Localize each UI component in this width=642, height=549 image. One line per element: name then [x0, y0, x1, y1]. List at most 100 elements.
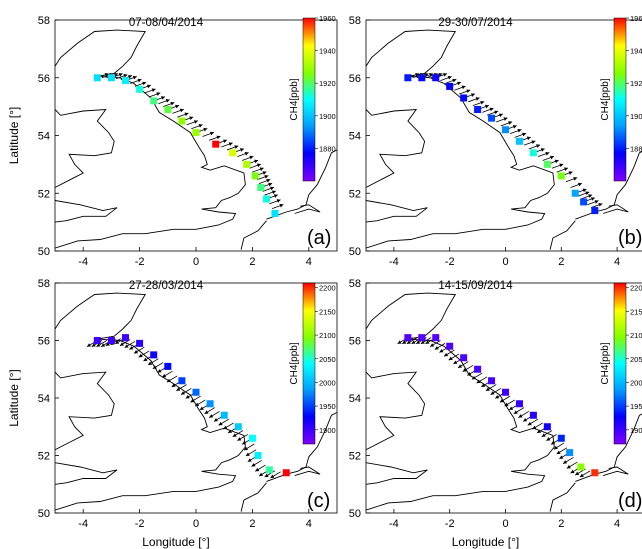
x-tick-label: 0 [502, 518, 508, 530]
ch4-point [220, 411, 228, 419]
ch4-point [271, 209, 279, 217]
wind-arrowhead [276, 199, 281, 203]
wind-arrowhead [184, 112, 189, 117]
x-tick-label: -4 [389, 256, 399, 268]
wind-arrowhead [447, 75, 452, 80]
x-tick-label: -4 [78, 518, 88, 530]
x-tick-label: 4 [306, 256, 312, 268]
ch4-point [404, 74, 412, 82]
wind-arrowhead [91, 343, 96, 347]
wind-arrowhead [470, 93, 475, 97]
x-tick-label: -2 [135, 518, 145, 530]
coastline [602, 466, 629, 477]
wind-arrowhead [216, 135, 221, 140]
wind-arrowhead [462, 368, 467, 372]
wind-arrowhead [270, 186, 275, 191]
ch4-point [178, 117, 186, 125]
ch4-point [136, 85, 144, 93]
x-tick-label: 0 [502, 256, 508, 268]
coastline [575, 150, 642, 220]
panel-label: (a) [307, 227, 331, 249]
wind-arrowhead [553, 445, 558, 450]
wind-arrowhead [218, 421, 223, 426]
wind-arrowhead [262, 171, 267, 175]
wind-arrowhead [541, 433, 546, 437]
wind-arrowhead [503, 117, 508, 121]
wind-arrowhead [143, 357, 148, 362]
wind-arrowhead [536, 144, 541, 148]
coastline [366, 29, 555, 249]
wind-arrowhead [271, 190, 276, 195]
ch4-point [460, 354, 468, 362]
ch4-point [460, 94, 468, 102]
ch4-point [282, 469, 290, 477]
wind-arrowhead [203, 127, 208, 132]
colorbar-tick-label: 1880 [630, 144, 642, 153]
colorbar-tick-label: 1920 [319, 79, 336, 88]
wind-arrowhead [87, 343, 92, 347]
wind-arrowhead [598, 202, 603, 207]
wind-arrowhead [162, 373, 167, 378]
colorbar-tick-label: 2200 [319, 284, 336, 293]
wind-arrowhead [189, 116, 194, 120]
colorbar-tick-label: 1940 [630, 47, 642, 56]
colorbar-tick-label: 2150 [630, 307, 642, 316]
wind-arrowhead [546, 437, 551, 441]
panel-c: -4 -2 0 2 4 50 52 54 56 58 27-28/03/2014 (c) 1900 195… [7, 278, 338, 549]
ch4-point [150, 97, 158, 105]
y-tick-label: 58 [349, 15, 361, 27]
y-tick-label: 54 [349, 393, 361, 405]
wind-arrowhead [509, 406, 514, 410]
wind-arrowhead [575, 471, 580, 476]
ch4-point [432, 74, 440, 82]
wind-arrowhead [444, 352, 449, 357]
ch4-point [557, 172, 565, 180]
map-area [55, 292, 337, 512]
wind-arrowhead [458, 364, 463, 368]
wind-arrowhead [499, 398, 504, 403]
wind-arrowhead [443, 73, 448, 77]
wind-arrowhead [244, 151, 249, 156]
y-tick-label: 50 [349, 246, 361, 258]
coastline [294, 466, 321, 477]
ch4-point [212, 140, 220, 148]
wind-arrowhead [254, 159, 259, 164]
y-axis-label: Latitude [°] [7, 369, 21, 427]
ch4-point [529, 149, 537, 157]
wind-arrowhead [166, 378, 171, 383]
ch4-point [543, 160, 551, 168]
panel-title: 14-15/09/2014 [438, 280, 513, 292]
wind-arrowhead [438, 73, 443, 77]
x-tick-label: -2 [135, 256, 145, 268]
wind-arrowhead [439, 348, 444, 353]
wind-arrowhead [461, 85, 466, 90]
wind-arrowhead [532, 425, 537, 430]
wind-arrowhead [550, 155, 554, 160]
wind-arrowhead [415, 73, 420, 77]
wind-arrowhead [406, 340, 411, 344]
wind-arrowhead [270, 474, 275, 478]
x-tick-label: -4 [78, 256, 88, 268]
ch4-point [150, 351, 158, 359]
coastline [240, 482, 267, 512]
wind-arrowhead [134, 349, 139, 354]
colorbar-tick-label: 1950 [319, 402, 336, 411]
wind-arrowhead [198, 124, 203, 128]
y-tick-label: 56 [349, 73, 361, 85]
ch4-point [243, 160, 251, 168]
map-area [366, 29, 642, 250]
wind-arrowhead [537, 429, 542, 433]
wind-arrowhead [494, 110, 499, 115]
y-tick-label: 52 [38, 188, 50, 200]
map-area [366, 292, 642, 512]
wind-arrowhead [489, 107, 494, 112]
colorbar-tick-label: 1900 [630, 112, 642, 121]
colorbar-tick-label: 1900 [630, 426, 642, 435]
colorbar-tick-label: 2100 [319, 331, 336, 340]
wind-arrowhead [234, 145, 239, 149]
ch4-point [515, 137, 523, 145]
wind-arrowhead [264, 175, 269, 179]
wind-arrowhead [129, 346, 134, 350]
wind-arrowhead [152, 365, 157, 369]
ch4-point [446, 342, 454, 350]
